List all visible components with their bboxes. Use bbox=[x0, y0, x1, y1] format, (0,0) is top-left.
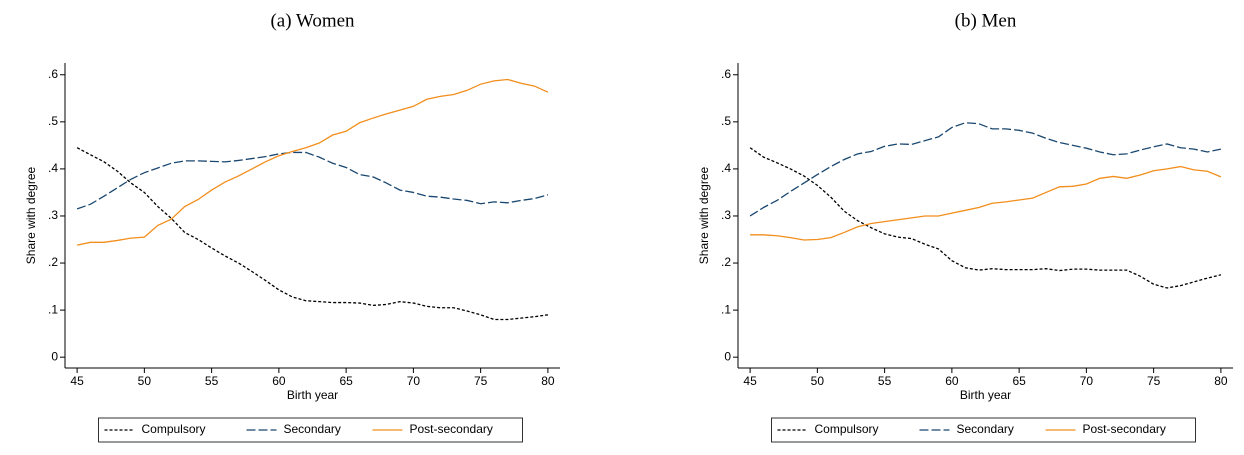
y-tick-label: .5 bbox=[721, 114, 731, 128]
legend-label: Post-secondary bbox=[1083, 422, 1166, 436]
y-tick-label: .3 bbox=[48, 208, 58, 222]
chart-title: (b) Men bbox=[955, 10, 1017, 31]
chart-title: (a) Women bbox=[270, 10, 355, 31]
y-axis-label: Share with degree bbox=[24, 166, 38, 264]
legend-label: Compulsory bbox=[142, 422, 206, 436]
legend-box bbox=[771, 417, 1196, 443]
x-tick-label: 50 bbox=[811, 374, 825, 388]
y-tick-label: .3 bbox=[721, 208, 731, 222]
legend: Compulsory Secondary Post-secondary bbox=[771, 417, 1196, 443]
series-line bbox=[76, 151, 549, 210]
y-axis-label: Share with degree bbox=[697, 166, 711, 264]
series-line bbox=[749, 122, 1222, 217]
y-tick-label: .2 bbox=[48, 255, 58, 269]
y-tick-label: .6 bbox=[721, 67, 731, 81]
y-tick-label: .5 bbox=[48, 114, 58, 128]
x-tick-label: 45 bbox=[70, 374, 84, 388]
y-tick-label: 0 bbox=[51, 349, 58, 363]
y-tick-label: .6 bbox=[48, 67, 58, 81]
series-line bbox=[749, 147, 1222, 289]
series-line bbox=[76, 147, 548, 321]
panel: (b) Men 0 .1 .2 .3 .4 .5 .6 45 50 55 60 65 70 75 80 Birt… bbox=[697, 10, 1233, 443]
x-tick-label: 60 bbox=[945, 374, 959, 388]
legend-label: Post-secondary bbox=[410, 422, 493, 436]
legend: Compulsory Secondary Post-secondary bbox=[98, 417, 523, 443]
x-tick-label: 55 bbox=[205, 374, 219, 388]
x-tick-label: 45 bbox=[743, 374, 757, 388]
legend-label: Secondary bbox=[284, 422, 341, 436]
legend-label: Compulsory bbox=[815, 422, 879, 436]
x-tick-label: 55 bbox=[878, 374, 892, 388]
x-tick-label: 65 bbox=[1012, 374, 1026, 388]
legend-label: Secondary bbox=[957, 422, 1014, 436]
x-tick-label: 60 bbox=[272, 374, 286, 388]
legend-box bbox=[98, 417, 523, 443]
x-tick-label: 75 bbox=[474, 374, 488, 388]
x-tick-label: 50 bbox=[138, 374, 152, 388]
y-tick-label: .4 bbox=[48, 161, 58, 175]
x-tick-label: 70 bbox=[1080, 374, 1094, 388]
panel: (a) Women 0 .1 .2 .3 .4 .5 .6 45 50 55 60 65 70 75 80 Bi… bbox=[24, 10, 560, 443]
y-tick-label: .2 bbox=[721, 255, 731, 269]
x-tick-label: 80 bbox=[541, 374, 555, 388]
x-axis-label: Birth year bbox=[960, 388, 1011, 402]
y-tick-label: .1 bbox=[48, 302, 58, 316]
y-tick-label: .1 bbox=[721, 302, 731, 316]
x-tick-label: 65 bbox=[339, 374, 353, 388]
x-tick-label: 75 bbox=[1147, 374, 1161, 388]
x-axis-label: Birth year bbox=[287, 388, 338, 402]
x-tick-label: 80 bbox=[1214, 374, 1228, 388]
series-line bbox=[76, 78, 549, 246]
y-tick-label: .4 bbox=[721, 161, 731, 175]
y-tick-label: 0 bbox=[724, 349, 731, 363]
series-line bbox=[750, 165, 1222, 241]
x-tick-label: 70 bbox=[407, 374, 421, 388]
